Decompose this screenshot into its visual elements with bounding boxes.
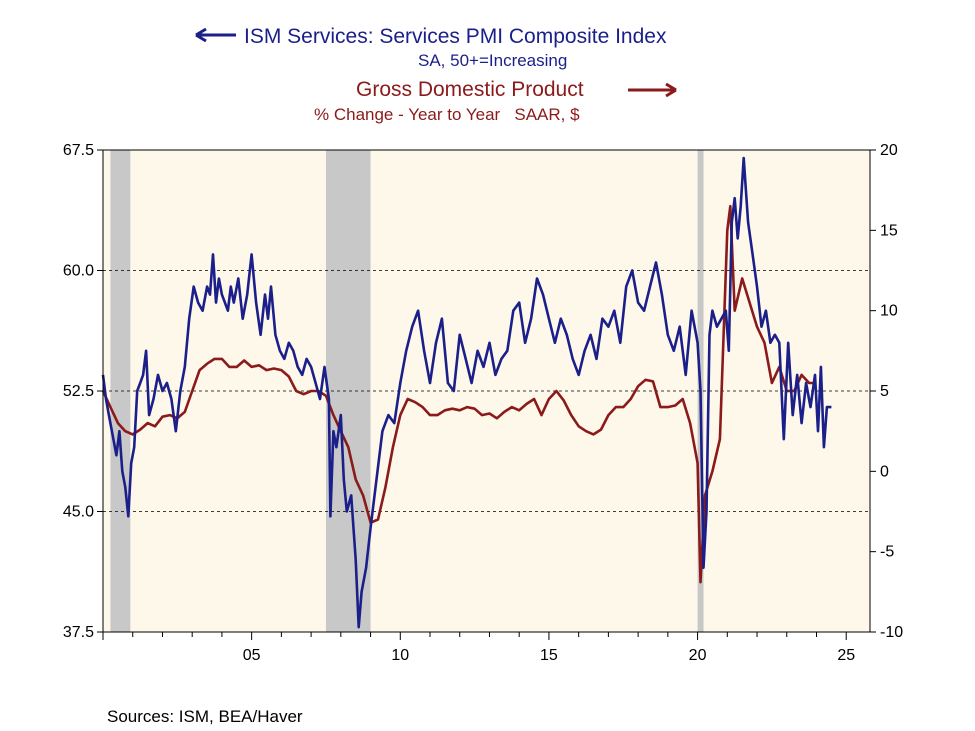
- left-axis: 37.5 45.0 52.5 60.0 67.5: [63, 142, 103, 641]
- right-tick-label: -10: [880, 624, 903, 641]
- right-tick-label: 20: [880, 142, 898, 159]
- right-axis: -10 -5 0 5 10 15 20: [870, 142, 903, 641]
- ism-line: [101, 156, 832, 629]
- series-group: [101, 156, 832, 629]
- x-tick-label: 25: [837, 647, 855, 664]
- x-tick-label: 20: [689, 647, 707, 664]
- x-axis: 05 10 15 20 25: [102, 632, 855, 664]
- left-tick-label: 60.0: [63, 263, 94, 280]
- ism-legend-arrow-icon: [195, 27, 236, 43]
- right-tick-label: 0: [880, 463, 889, 480]
- right-tick-label: 5: [880, 383, 889, 400]
- left-tick-label: 45.0: [63, 504, 94, 521]
- right-tick-label: 10: [880, 303, 898, 320]
- x-tick-label: 15: [540, 647, 558, 664]
- gdp-legend-title: Gross Domestic Product: [356, 78, 584, 101]
- right-tick-label: 15: [880, 222, 898, 239]
- gdp-legend-subtitle: % Change - Year to Year SAAR, $: [314, 105, 580, 124]
- gdp-legend-arrow-icon: [628, 82, 677, 98]
- source-note: Sources: ISM, BEA/Haver: [107, 707, 303, 726]
- ism-legend-title: ISM Services: Services PMI Composite Ind…: [244, 25, 667, 48]
- left-tick-label: 37.5: [63, 624, 94, 641]
- x-tick-label: 10: [391, 647, 409, 664]
- left-tick-label: 67.5: [63, 142, 94, 159]
- x-tick-label: 05: [243, 647, 261, 664]
- legend: ISM Services: Services PMI Composite Ind…: [195, 25, 677, 124]
- gridlines: [103, 270, 870, 512]
- right-tick-label: -5: [880, 544, 894, 561]
- left-tick-label: 52.5: [63, 383, 94, 400]
- ism-legend-subtitle: SA, 50+=Increasing: [418, 51, 567, 70]
